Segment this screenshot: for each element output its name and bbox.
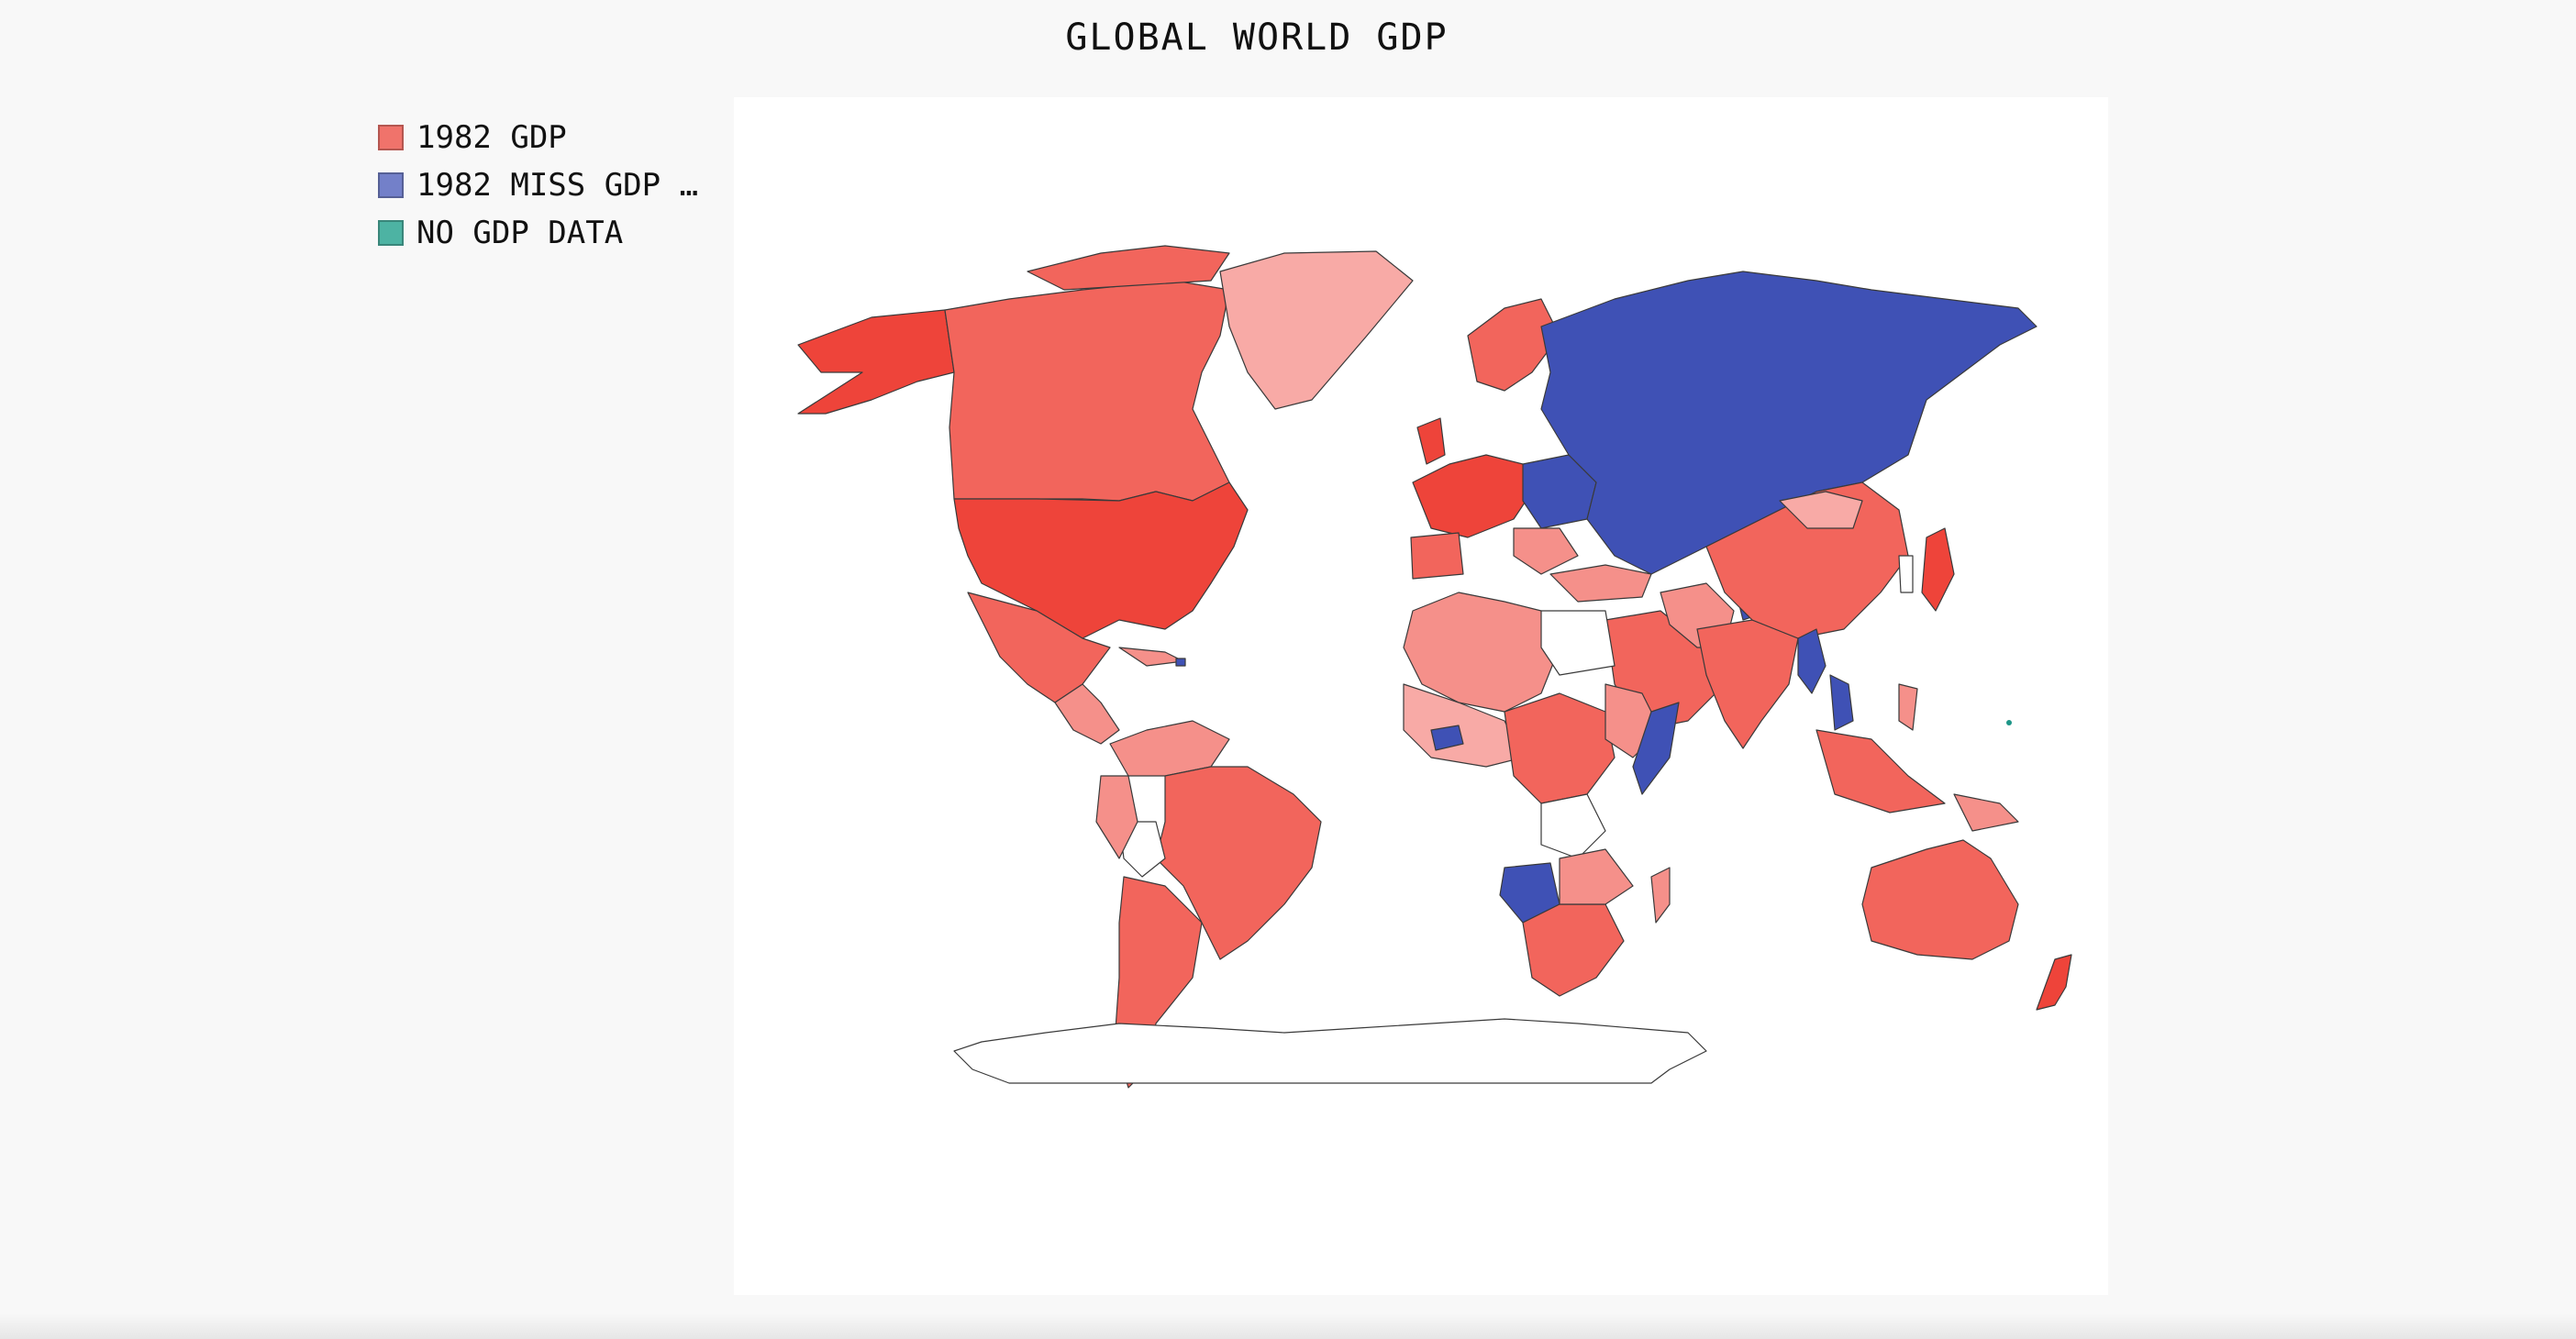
world-map [797,245,2072,1089]
region-uk[interactable] [1416,417,1446,465]
region-central-america[interactable] [1054,683,1120,745]
region-scandinavia[interactable] [1467,298,1560,392]
legend-label-1982-miss-gdp: 1982 MISS GDP … [416,167,699,204]
region-indochina-miss[interactable] [1829,674,1854,731]
legend-swatch-1982-miss-gdp [378,172,404,198]
region-antarctica[interactable] [953,1018,1707,1084]
legend-label-1982-gdp: 1982 GDP [416,119,567,156]
region-liberia-miss[interactable] [1430,725,1464,751]
region-caribbean[interactable] [1118,647,1184,667]
legend-item-1982-gdp[interactable]: 1982 GDP [378,114,698,161]
region-central-africa[interactable] [1504,692,1616,804]
region-no-data-island[interactable] [2006,720,2012,725]
region-usa[interactable] [953,481,1249,639]
window-bottom-edge [0,1313,2576,1339]
region-burma-miss[interactable] [1797,628,1827,694]
region-congo-zaire[interactable] [1540,793,1606,859]
region-canada[interactable] [944,280,1230,502]
region-western-europe[interactable] [1412,454,1533,538]
region-somalia-miss[interactable] [1632,702,1680,795]
region-peru[interactable] [1095,775,1138,859]
region-australia[interactable] [1861,839,2019,960]
region-japan[interactable] [1921,527,1955,612]
region-turkey[interactable] [1549,564,1652,603]
region-alaska[interactable] [797,309,955,415]
region-philippines[interactable] [1898,683,1918,731]
region-ussr[interactable] [1540,271,2037,575]
region-mozambique-zambia[interactable] [1559,848,1634,905]
chart-title: GLOBAL WORLD GDP [1065,17,1449,59]
region-india[interactable] [1696,619,1799,749]
region-madagascar[interactable] [1650,867,1671,924]
region-colombia-venezuela[interactable] [1109,720,1230,777]
region-southern-africa[interactable] [1522,903,1625,997]
legend-item-no-gdp-data[interactable]: NO GDP DATA [378,209,698,257]
legend-swatch-no-gdp-data [378,220,404,246]
region-cuba-miss[interactable] [1175,658,1186,667]
region-north-africa[interactable] [1403,592,1560,713]
region-canadian-arctic[interactable] [1027,245,1230,291]
region-balkans[interactable] [1513,527,1579,575]
region-west-africa[interactable] [1403,683,1524,768]
region-new-guinea[interactable] [1953,793,2019,832]
region-greenland[interactable] [1219,250,1414,410]
legend: 1982 GDP 1982 MISS GDP … NO GDP DATA [378,114,698,257]
map-panel [734,97,2108,1295]
region-new-zealand[interactable] [2036,954,2072,1011]
region-korea[interactable] [1898,555,1914,593]
region-mongolia[interactable] [1779,491,1863,529]
region-southeast-asia[interactable] [1815,729,1946,813]
legend-label-no-gdp-data: NO GDP DATA [416,215,624,251]
region-libya-egypt[interactable] [1540,610,1616,676]
region-iberia[interactable] [1410,532,1464,580]
legend-swatch-1982-gdp [378,125,404,150]
region-brazil[interactable] [1155,766,1322,960]
legend-item-1982-miss-gdp[interactable]: 1982 MISS GDP … [378,161,698,209]
